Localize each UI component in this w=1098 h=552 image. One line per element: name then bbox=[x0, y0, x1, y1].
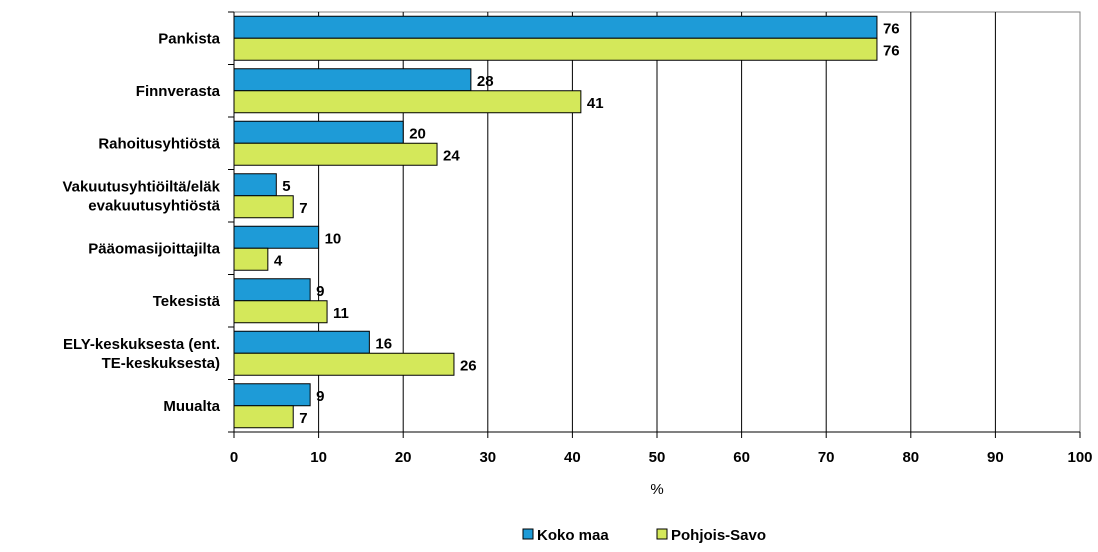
x-tick-label: 100 bbox=[1067, 449, 1092, 466]
bar bbox=[233, 300, 328, 324]
legend-label: Koko maa bbox=[537, 527, 609, 544]
data-label: 5 bbox=[282, 178, 290, 195]
x-tick-label: 30 bbox=[479, 449, 496, 466]
axes: 0 10 20 30 40 50 60 70 80 90 100 Pankista Finnverast… bbox=[62, 11, 1093, 466]
legend-swatch bbox=[522, 528, 534, 540]
x-tick-label: 90 bbox=[987, 449, 1004, 466]
data-label: 11 bbox=[333, 305, 349, 322]
bar bbox=[233, 278, 311, 302]
bar bbox=[233, 90, 582, 114]
category-label: Pankista bbox=[158, 30, 220, 47]
x-tick-label: 50 bbox=[649, 449, 666, 466]
data-label: 28 bbox=[477, 73, 494, 90]
data-label: 41 bbox=[587, 95, 604, 112]
data-label: 24 bbox=[443, 147, 460, 164]
category-label: TE-keskuksesta) bbox=[102, 355, 220, 372]
category-label: Muualta bbox=[163, 398, 220, 415]
bar bbox=[233, 352, 455, 376]
bar bbox=[233, 15, 878, 39]
category-label: Vakuutusyhtiöiltä/eläk bbox=[62, 178, 220, 195]
bar bbox=[233, 68, 472, 92]
bar bbox=[233, 120, 404, 144]
data-label: 7 bbox=[299, 410, 307, 427]
data-label: 9 bbox=[316, 283, 324, 300]
x-tick-label: 0 bbox=[230, 449, 238, 466]
category-label: Tekesistä bbox=[153, 293, 221, 310]
category-label: Rahoitusyhtiöstä bbox=[98, 135, 220, 152]
category-label: ELY-keskuksesta (ent. bbox=[63, 336, 220, 353]
data-label: 76 bbox=[883, 42, 900, 59]
x-tick-label: 60 bbox=[733, 449, 750, 466]
x-tick-label: 40 bbox=[564, 449, 581, 466]
bar bbox=[233, 405, 294, 429]
bar bbox=[233, 173, 277, 197]
category-label: evakuutusyhtiöstä bbox=[88, 197, 220, 214]
bar bbox=[233, 383, 311, 407]
bar bbox=[233, 330, 370, 354]
bar bbox=[233, 247, 269, 271]
legend-swatch bbox=[656, 528, 668, 540]
bar bbox=[233, 195, 294, 219]
x-tick-label: 70 bbox=[818, 449, 835, 466]
data-label: 4 bbox=[274, 252, 283, 269]
x-tick-label: 20 bbox=[395, 449, 412, 466]
data-label: 7 bbox=[299, 200, 307, 217]
bar bbox=[233, 142, 438, 166]
legend-label: Pohjois-Savo bbox=[671, 527, 766, 544]
data-label: 26 bbox=[460, 357, 477, 374]
data-label: 16 bbox=[375, 335, 392, 352]
data-label: 9 bbox=[316, 388, 324, 405]
bar bbox=[233, 225, 320, 249]
x-axis-title: % bbox=[650, 481, 663, 498]
category-label: Pääomasijoittajilta bbox=[88, 240, 220, 257]
legend: Koko maa Pohjois-Savo bbox=[522, 527, 766, 544]
category-label: Finnverasta bbox=[136, 83, 221, 100]
data-label: 20 bbox=[409, 125, 426, 142]
data-label: 76 bbox=[883, 20, 900, 37]
x-tick-label: 10 bbox=[310, 449, 327, 466]
data-label: 10 bbox=[325, 230, 342, 247]
bar bbox=[233, 37, 878, 61]
x-tick-label: 80 bbox=[902, 449, 919, 466]
